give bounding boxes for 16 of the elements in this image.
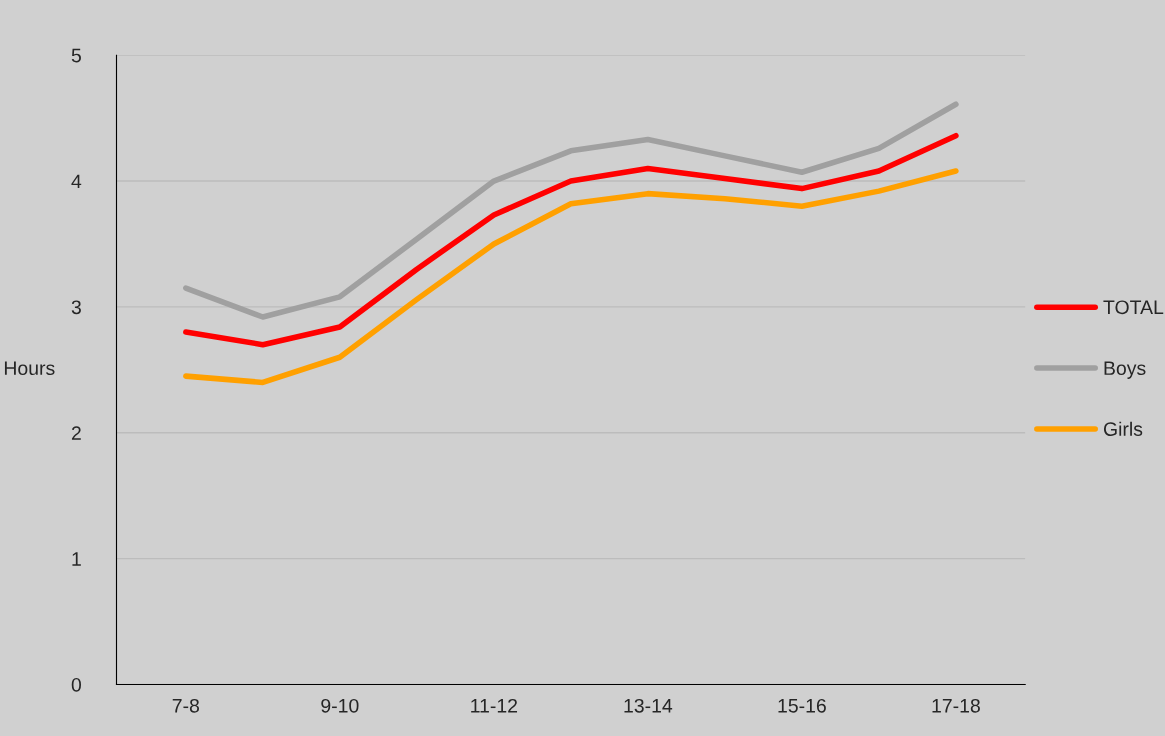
x-tick-label: 9-10 — [321, 698, 359, 713]
y-tick-label: 1 — [72, 552, 81, 566]
x-tick-label: 17-18 — [932, 698, 980, 713]
y-tick-label: 0 — [71, 677, 82, 692]
legend-label: TOTAL — [1103, 300, 1164, 315]
x-tick-label: 15-16 — [778, 698, 826, 713]
x-tick-label: 7-8 — [172, 698, 200, 713]
x-tick-label: 11-12 — [471, 698, 518, 713]
y-axis-title: Hours — [4, 361, 55, 376]
y-tick-label: 4 — [71, 174, 82, 189]
y-tick-label: 3 — [71, 300, 81, 315]
y-tick-label: 5 — [71, 48, 81, 63]
legend-label: Girls — [1103, 421, 1143, 436]
x-tick-label: 13-14 — [624, 698, 673, 713]
legend-label: Boys — [1104, 361, 1146, 379]
y-tick-label: 2 — [71, 426, 81, 440]
